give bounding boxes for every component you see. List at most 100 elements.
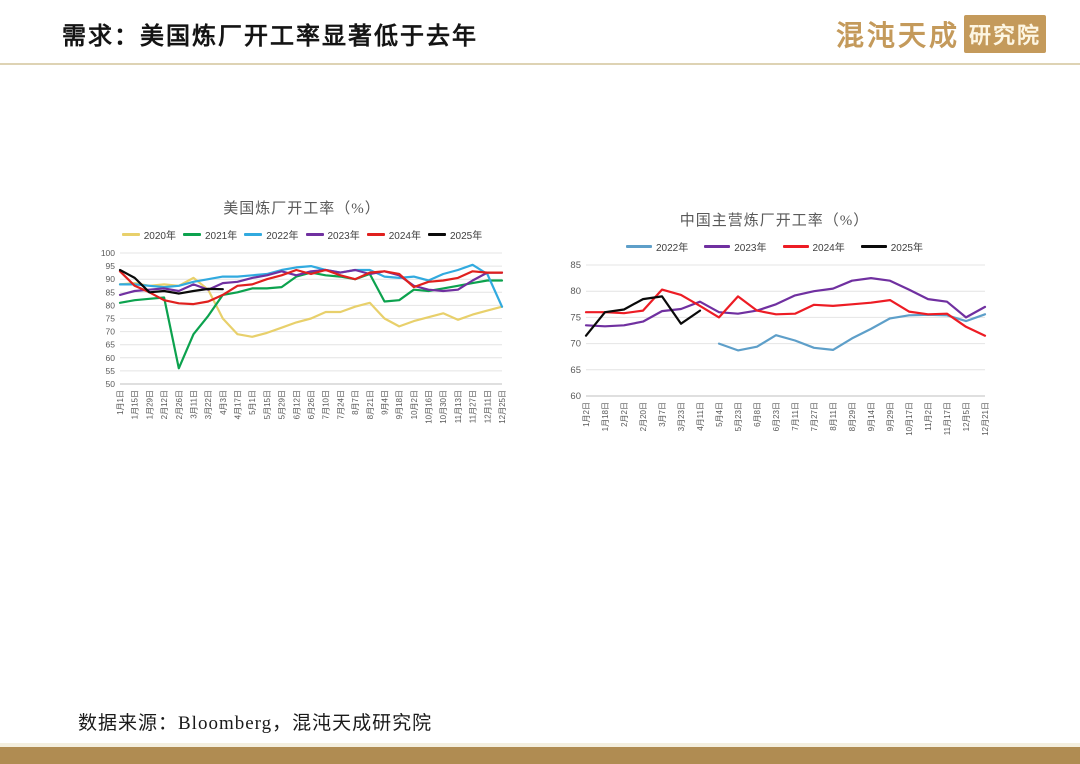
svg-text:3月22日: 3月22日 bbox=[204, 390, 213, 419]
svg-text:80: 80 bbox=[106, 300, 116, 310]
svg-text:2月12日: 2月12日 bbox=[160, 390, 169, 419]
svg-text:5月4日: 5月4日 bbox=[715, 402, 724, 427]
svg-text:10月17日: 10月17日 bbox=[905, 402, 914, 436]
china-refinery-chart-card: 中国主营炼厂开工率（%） 2022年 2023年 2024年 2025年 60 65 70… bbox=[552, 209, 997, 461]
svg-text:90: 90 bbox=[106, 274, 116, 284]
svg-text:55: 55 bbox=[106, 366, 116, 376]
svg-text:85: 85 bbox=[106, 287, 116, 297]
data-source-text: 数据来源：Bloomberg，混沌天成研究院 bbox=[78, 713, 433, 734]
legend-item-2024年: 2024年 bbox=[782, 239, 845, 254]
svg-text:95: 95 bbox=[106, 261, 116, 271]
svg-text:12月11日: 12月11日 bbox=[483, 390, 492, 423]
legend-label: 2024年 bbox=[812, 243, 845, 254]
svg-text:70: 70 bbox=[570, 339, 581, 350]
legend-item-2024年: 2024年 bbox=[366, 227, 421, 242]
legend-item-2022年: 2022年 bbox=[626, 239, 688, 254]
svg-text:65: 65 bbox=[106, 340, 116, 350]
svg-text:5月29日: 5月29日 bbox=[278, 390, 287, 419]
svg-text:11月17日: 11月17日 bbox=[943, 402, 952, 435]
svg-text:6月23日: 6月23日 bbox=[772, 402, 781, 431]
legend-item-2025年: 2025年 bbox=[428, 227, 482, 242]
legend-swatch bbox=[428, 233, 446, 236]
svg-text:8月7日: 8月7日 bbox=[351, 390, 360, 415]
svg-text:9月14日: 9月14日 bbox=[867, 402, 876, 431]
us-refinery-chart-card: 美国炼厂开工率（%） 2020年 2021年 2022年 2023年 2024年 2025… bbox=[92, 197, 512, 455]
svg-text:10月30日: 10月30日 bbox=[439, 390, 448, 424]
svg-text:11月2日: 11月2日 bbox=[924, 402, 933, 431]
china-chart-legend: 2022年 2023年 2024年 2025年 bbox=[552, 239, 997, 254]
svg-text:12月21日: 12月21日 bbox=[981, 402, 990, 436]
svg-text:5月15日: 5月15日 bbox=[263, 390, 272, 419]
svg-text:75: 75 bbox=[570, 312, 581, 323]
legend-label: 2022年 bbox=[266, 231, 299, 242]
svg-text:12月5日: 12月5日 bbox=[962, 402, 971, 431]
svg-text:3月7日: 3月7日 bbox=[658, 402, 667, 427]
china-refinery-line-chart: 60 65 70 75 80 85 1月2日 1月18日 2月2日 2月20日 3月7日 3月23日 4… bbox=[552, 260, 997, 461]
svg-text:12月25日: 12月25日 bbox=[498, 390, 507, 424]
logo-script-text: 混沌天成 bbox=[835, 21, 960, 52]
svg-text:1月2日: 1月2日 bbox=[582, 402, 591, 427]
svg-text:7月11日: 7月11日 bbox=[791, 402, 800, 431]
svg-text:3月11日: 3月11日 bbox=[189, 390, 198, 419]
svg-text:65: 65 bbox=[570, 365, 581, 376]
svg-text:6月8日: 6月8日 bbox=[753, 402, 762, 427]
legend-swatch bbox=[244, 233, 263, 236]
footer-cream-strip bbox=[0, 743, 1080, 747]
svg-text:9月29日: 9月29日 bbox=[886, 402, 895, 431]
legend-swatch bbox=[626, 245, 652, 248]
legend-swatch bbox=[366, 233, 385, 236]
legend-swatch bbox=[860, 245, 887, 248]
legend-label: 2020年 bbox=[143, 231, 176, 242]
svg-text:9月4日: 9月4日 bbox=[380, 390, 389, 415]
legend-swatch bbox=[183, 233, 201, 236]
legend-item-2021年: 2021年 bbox=[183, 227, 237, 242]
legend-label: 2025年 bbox=[890, 243, 923, 254]
svg-text:2月20日: 2月20日 bbox=[639, 402, 648, 431]
legend-label: 2025年 bbox=[450, 231, 483, 242]
svg-text:9月18日: 9月18日 bbox=[395, 390, 404, 419]
header: 需求：美国炼厂开工率显著低于去年 混沌天成 研究院 bbox=[0, 0, 1080, 65]
svg-text:11月13日: 11月13日 bbox=[454, 390, 463, 423]
legend-swatch bbox=[305, 233, 324, 236]
company-logo: 混沌天成 研究院 bbox=[836, 14, 1046, 54]
svg-text:75: 75 bbox=[106, 314, 116, 324]
svg-text:3月23日: 3月23日 bbox=[677, 402, 686, 431]
svg-text:8月11日: 8月11日 bbox=[829, 402, 838, 431]
svg-text:60: 60 bbox=[106, 353, 116, 363]
us-chart-title: 美国炼厂开工率（%） bbox=[223, 201, 381, 217]
svg-text:8月29日: 8月29日 bbox=[848, 402, 857, 431]
svg-text:6月26日: 6月26日 bbox=[307, 390, 316, 419]
legend-swatch bbox=[121, 233, 140, 236]
legend-label: 2022年 bbox=[656, 243, 689, 254]
legend-label: 2024年 bbox=[388, 231, 421, 242]
svg-text:10月16日: 10月16日 bbox=[425, 390, 434, 424]
svg-text:7月10日: 7月10日 bbox=[322, 390, 331, 419]
us-refinery-line-chart: 50 55 60 65 70 75 80 85 90 95 100 1月1日 1月15日 1月29日 2月1… bbox=[92, 248, 512, 455]
legend-swatch bbox=[782, 245, 809, 248]
china-chart-title: 中国主营炼厂开工率（%） bbox=[679, 213, 870, 229]
legend-item-2025年: 2025年 bbox=[860, 239, 923, 254]
legend-item-2022年: 2022年 bbox=[244, 227, 299, 242]
legend-item-2020年: 2020年 bbox=[121, 227, 176, 242]
legend-label: 2023年 bbox=[734, 243, 767, 254]
svg-text:6月12日: 6月12日 bbox=[292, 390, 301, 419]
svg-text:7月27日: 7月27日 bbox=[810, 402, 819, 431]
svg-text:4月17日: 4月17日 bbox=[234, 390, 243, 419]
legend-label: 2023年 bbox=[327, 231, 360, 242]
svg-text:70: 70 bbox=[106, 327, 116, 337]
svg-text:7月24日: 7月24日 bbox=[336, 390, 345, 419]
svg-text:60: 60 bbox=[570, 391, 581, 402]
footer-gold-bar bbox=[0, 747, 1080, 764]
legend-swatch bbox=[704, 245, 731, 248]
svg-text:1月1日: 1月1日 bbox=[116, 390, 125, 415]
svg-text:2月2日: 2月2日 bbox=[620, 402, 629, 427]
svg-text:1月29日: 1月29日 bbox=[145, 390, 154, 419]
svg-text:4月3日: 4月3日 bbox=[219, 390, 228, 415]
svg-text:85: 85 bbox=[570, 260, 581, 271]
svg-text:5月23日: 5月23日 bbox=[734, 402, 743, 431]
svg-text:100: 100 bbox=[101, 248, 115, 258]
svg-text:11月27日: 11月27日 bbox=[469, 390, 478, 423]
us-chart-legend: 2020年 2021年 2022年 2023年 2024年 2025年 bbox=[92, 227, 512, 242]
legend-item-2023年: 2023年 bbox=[704, 239, 767, 254]
